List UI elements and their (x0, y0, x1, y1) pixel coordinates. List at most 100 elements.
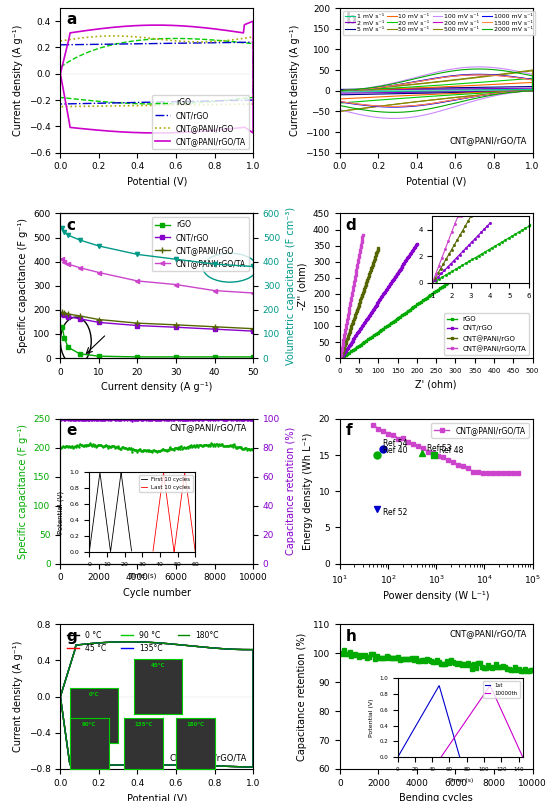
2 mV s⁻¹ (485, 87, 492, 96)
180°C (91, 761, 97, 771)
1500 mV s⁻¹ (337, 97, 343, 107)
Y-axis label: Capacitance retention (%): Capacitance retention (%) (298, 633, 307, 761)
1500 mV s⁻¹ (370, 101, 377, 111)
rGO (59, 323, 66, 332)
CNT@PANI/rGO/TA (76, 263, 83, 272)
Text: Ref 48: Ref 48 (439, 446, 464, 455)
CNT@PANI/rGO/TA (353, 265, 360, 275)
CNT@PANI/rGO (59, 308, 66, 317)
CNT@PANI/rGO/TA (61, 257, 68, 267)
90 °C (125, 637, 131, 646)
2 mV s⁻¹ (337, 88, 343, 98)
CNT/rGO (405, 252, 412, 262)
50 mV s⁻¹ (492, 89, 498, 99)
Line: 500 mV s⁻¹: 500 mV s⁻¹ (340, 70, 533, 111)
CNT@PANI/rGO/TA (356, 250, 362, 260)
CNT@PANI/rGO/TA (346, 305, 352, 315)
CNT@PANI/rGO/TA (340, 333, 347, 343)
CNT@PANI/rGO/TA (351, 278, 357, 288)
Line: 1500 mV s⁻¹: 1500 mV s⁻¹ (340, 74, 533, 107)
500 mV s⁻¹ (337, 107, 343, 116)
1500 mV s⁻¹ (475, 70, 481, 79)
CNT/rGO (96, 318, 102, 328)
CNT@PANI/rGO/TA (134, 276, 141, 286)
90 °C (57, 692, 64, 702)
rGO (199, 98, 206, 107)
0 °C (212, 761, 219, 771)
1500 mV s⁻¹ (337, 86, 343, 95)
Text: CNT@PANI/rGO/TA: CNT@PANI/rGO/TA (450, 629, 526, 638)
10 mV s⁻¹ (485, 87, 492, 97)
180°C (58, 687, 65, 697)
CNT@PANI/rGO (76, 311, 83, 320)
Line: 1 mV s⁻¹: 1 mV s⁻¹ (340, 90, 533, 92)
1 mV s⁻¹ (337, 87, 343, 97)
CNT@PANI/rGO (211, 322, 218, 332)
200 mV s⁻¹ (475, 70, 481, 79)
1000 mV s⁻¹ (337, 86, 343, 95)
CNT@PANI/rGO/TA (163, 128, 169, 138)
Line: CNT@PANI/rGO/TA: CNT@PANI/rGO/TA (60, 257, 255, 295)
Text: Ref 53: Ref 53 (427, 444, 452, 453)
1000 mV s⁻¹ (391, 103, 397, 112)
20 mV s⁻¹ (396, 94, 402, 103)
CNT@PANI/rGO (350, 316, 357, 325)
Text: Ref 54: Ref 54 (383, 439, 408, 448)
CNT@PANI/rGO (375, 243, 382, 252)
5 mV s⁻¹ (396, 89, 402, 99)
CNT@PANI/rGO/TA (344, 316, 350, 325)
135°C (250, 763, 256, 772)
CNT@PANI/rGO/TA (480, 469, 486, 478)
rGO (134, 352, 141, 362)
200 mV s⁻¹ (391, 102, 397, 111)
45 °C (58, 687, 65, 697)
0 °C (250, 763, 256, 772)
CNT@PANI/rGO/TA (350, 283, 356, 292)
CNT/rGO (386, 280, 393, 289)
5 mV s⁻¹ (492, 87, 498, 97)
135°C (212, 761, 219, 771)
500 mV s⁻¹ (372, 102, 378, 111)
CNT@PANI/rGO/TA (475, 468, 481, 477)
90 °C (115, 760, 122, 770)
1 mV s⁻¹ (485, 87, 492, 96)
CNT@PANI/rGO/TA (343, 320, 350, 330)
CNT@PANI/rGO/TA (96, 268, 102, 277)
100 mV s⁻¹ (492, 91, 498, 101)
CNT@PANI/rGO/TA (380, 426, 386, 436)
2000 mV s⁻¹ (492, 90, 498, 99)
45 °C (91, 761, 97, 771)
2 mV s⁻¹ (492, 87, 498, 96)
Line: 180°C: 180°C (60, 642, 253, 767)
2000 mV s⁻¹ (391, 107, 397, 117)
CNT@PANI/rGO/TA (337, 353, 344, 363)
CNT@PANI/rGO (184, 37, 191, 46)
rGO (382, 323, 389, 332)
CNT@PANI/rGO/TA (515, 469, 522, 478)
CNT@PANI/rGO (104, 31, 110, 41)
X-axis label: Cycle number: Cycle number (123, 588, 191, 598)
200 mV s⁻¹ (370, 101, 377, 111)
10 mV s⁻¹ (493, 87, 500, 97)
45 °C (57, 692, 64, 702)
CNT@PANI/rGO/TA (385, 429, 392, 438)
90 °C (58, 687, 65, 697)
180°C (212, 761, 219, 771)
rGO (173, 352, 180, 362)
CNT@PANI/rGO/TA (357, 243, 364, 252)
rGO (96, 352, 102, 361)
rGO (450, 274, 456, 284)
2 mV s⁻¹ (372, 88, 378, 98)
10 mV s⁻¹ (338, 86, 344, 95)
90 °C (91, 761, 97, 771)
Line: CNT@PANI/rGO/TA: CNT@PANI/rGO/TA (372, 423, 520, 475)
CNT/rGO (371, 303, 378, 312)
1000 mV s⁻¹ (337, 97, 343, 107)
1000 mV s⁻¹ (493, 89, 500, 99)
CNT@PANI/rGO/TA (348, 292, 355, 302)
Text: h: h (346, 629, 356, 644)
CNT@PANI/rGO (350, 318, 356, 328)
1500 mV s⁻¹ (338, 86, 344, 95)
CNT@PANI/rGO/TA (344, 313, 351, 323)
CNT@PANI/rGO/TA (355, 255, 362, 264)
